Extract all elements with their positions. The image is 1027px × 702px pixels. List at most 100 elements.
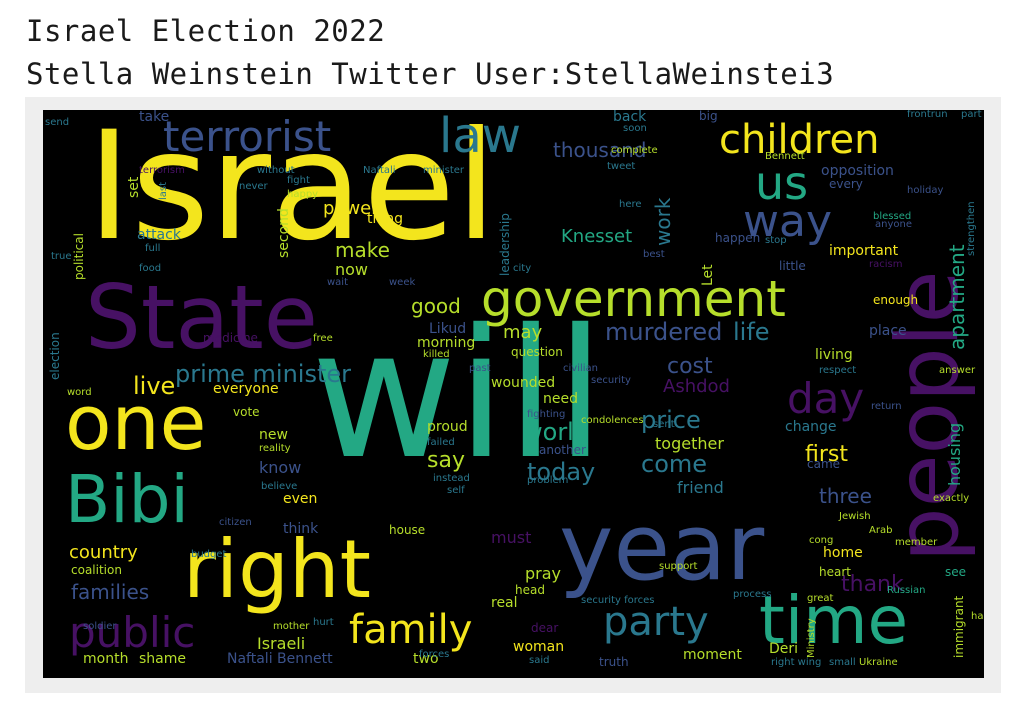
cloud-word: three [819,484,872,508]
cloud-word: Ukraine [859,657,898,668]
cloud-word: without [257,165,295,176]
cloud-word: never [239,181,268,192]
cloud-word: free [313,333,333,344]
cloud-word: terrorist [163,112,332,161]
cloud-word: political [72,233,86,280]
cloud-word: election [48,332,62,380]
cloud-word: reality [259,443,291,454]
cloud-word: murdered [605,318,723,346]
cloud-word: today [527,458,596,486]
cloud-word: first [805,442,848,467]
cloud-word: complete [611,145,658,156]
cloud-word: Knesset [561,226,633,247]
cloud-word: anyone [875,219,912,230]
cloud-word: will [311,291,605,498]
cloud-word: Naftali Bennett [227,651,333,667]
cloud-word: respect [819,365,857,376]
cloud-word: small [829,657,856,668]
cloud-word: heart [819,565,851,579]
cloud-word: new [259,427,288,443]
cloud-word: stop [765,235,787,246]
cloud-word: leadership [498,213,512,276]
cloud-word: minister [423,165,465,176]
cloud-word: week [389,277,416,288]
cloud-word: fighting [527,409,566,420]
cloud-word: exactly [933,493,970,504]
cloud-word: cost [667,354,713,379]
cloud-word: important [829,243,899,259]
cloud-word: happy [287,189,319,200]
cloud-word: self [447,485,465,496]
cloud-word: way [743,196,832,247]
cloud-word: mother [273,621,310,632]
cloud-word: member [895,537,938,548]
cloud-word: return [871,401,902,412]
cloud-word: believe [261,481,298,492]
cloud-word: question [511,345,563,359]
cloud-word: frontrun [907,110,948,120]
cloud-word: families [71,580,150,604]
cloud-word: Deri [769,641,799,657]
cloud-word: Likud [429,321,467,337]
cloud-word: killed [423,349,450,360]
cloud-word: morning [417,335,476,351]
cloud-word: Ministry [806,618,817,658]
cloud-word: housing [945,422,964,486]
cloud-word: little [779,259,806,273]
cloud-word: another [539,443,586,457]
cloud-word: fight [287,175,310,186]
cloud-word: forces [419,649,450,660]
cloud-word: blessed [873,211,912,222]
cloud-word: think [283,521,319,537]
cloud-word: make [335,238,390,262]
cloud-word: month [83,651,129,667]
cloud-word: dear [531,621,559,635]
word-cloud: Israel will State people year right one … [43,110,984,678]
cloud-word: truth [599,655,629,669]
cloud-word: process [733,589,772,600]
cloud-word: best [643,249,665,260]
cloud-word: must [491,528,532,547]
cloud-word: price [641,406,701,434]
cloud-word: said [529,655,550,666]
cloud-word: great [807,593,834,604]
cloud-word: past [469,363,491,374]
cloud-word: prime minister [175,360,352,388]
cloud-word: Russian [887,585,926,596]
cloud-word: instead [433,473,470,484]
cloud-word: half [971,611,984,622]
cloud-word: true [51,251,72,262]
cloud-word: law [439,110,522,164]
cloud-word: enough [873,293,919,307]
cloud-word: racism [869,259,903,270]
cloud-word: children [719,117,880,163]
cloud-word: soon [623,123,647,134]
cloud-word: say [427,448,465,473]
cloud-word: right [183,523,371,616]
cloud-word: change [785,419,837,435]
cloud-word: need [543,391,578,407]
cloud-word: holiday [907,185,944,196]
cloud-word: thousand [553,138,647,162]
cloud-word: Israeli [257,634,306,653]
cloud-word: one [65,378,207,467]
cloud-word: thing [367,211,404,227]
cloud-word: tweet [607,161,636,172]
cloud-word: city [513,263,532,274]
cloud-word: public [69,608,196,657]
cloud-word: terrorism [139,165,185,176]
cloud-word: thank [841,572,904,597]
cloud-word: soldier [83,621,117,632]
cloud-word: power [323,198,379,219]
cloud-word: may [503,322,543,343]
cloud-word: wounded [491,375,556,391]
page-title-line-2: Stella Weinstein Twitter User:StellaWein… [26,57,835,91]
cloud-word: government [481,270,786,328]
cloud-word: home [823,545,863,561]
cloud-word: send [45,117,70,128]
cloud-word: failed [427,437,455,448]
cloud-word: every [829,177,863,191]
cloud-word: family [349,607,473,653]
cloud-word: condolences [581,415,644,426]
cloud-word: happen [715,231,761,245]
